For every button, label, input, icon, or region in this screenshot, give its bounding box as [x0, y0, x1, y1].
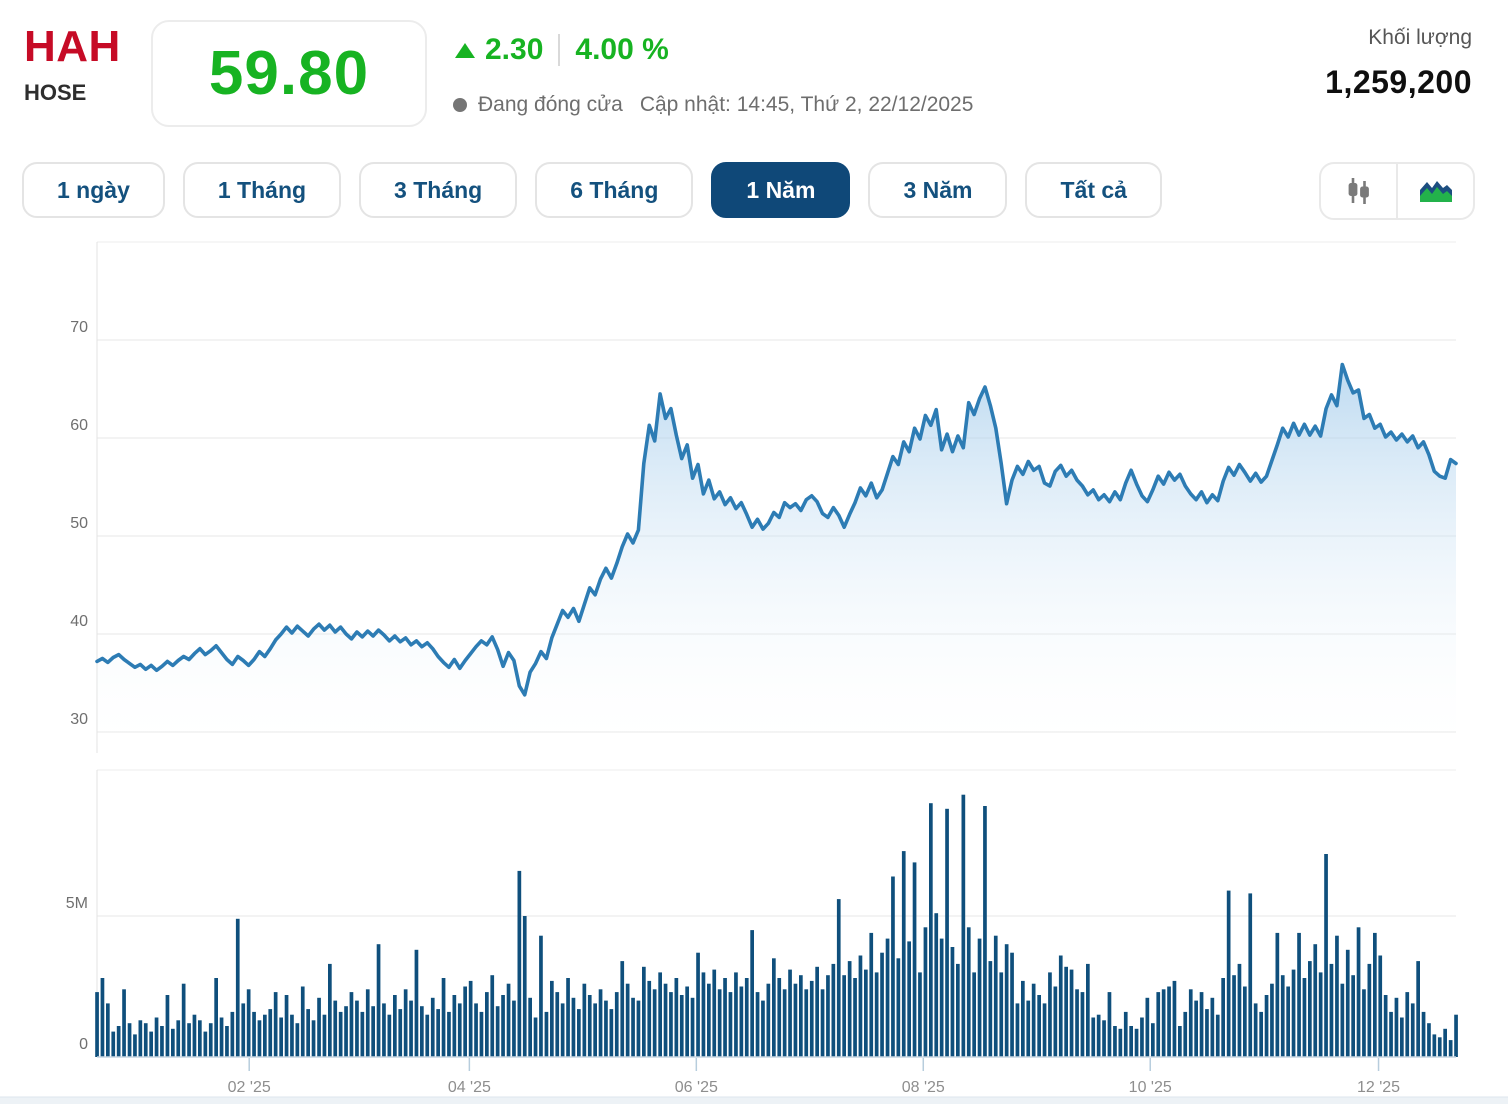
candlestick-chart-button[interactable] [1321, 164, 1396, 218]
range-button-3[interactable]: 6 Tháng [535, 162, 694, 218]
exchange-name: HOSE [24, 80, 87, 105]
price-change-row: 2.30 4.00 % [455, 33, 669, 67]
candlestick-icon [1348, 178, 1369, 204]
range-button-4[interactable]: 1 Năm [711, 162, 851, 218]
last-updated-text: Cập nhật: 14:45, Thứ 2, 22/12/2025 [639, 93, 974, 116]
svg-text:06 '25: 06 '25 [675, 1079, 718, 1096]
svg-text:02 '25: 02 '25 [228, 1079, 271, 1096]
last-price: 59.80 [208, 39, 370, 108]
up-triangle-icon [455, 42, 475, 58]
range-button-6[interactable]: Tất cả [1025, 162, 1162, 218]
range-selector: 1 ngày 1 Tháng 3 Tháng 6 Tháng 1 Năm 3 Năm Tất… [22, 162, 1162, 218]
range-button-0[interactable]: 1 ngày [22, 162, 165, 218]
svg-text:10 '25: 10 '25 [1129, 1079, 1172, 1096]
chart-type-toggle [1319, 162, 1475, 220]
market-status-text: Đang đóng cửa [478, 93, 623, 116]
price-change: 2.30 [485, 33, 544, 66]
market-status-row: Đang đóng cửa Cập nhật: 14:45, Thứ 2, 22… [453, 93, 973, 117]
svg-text:04 '25: 04 '25 [448, 1079, 491, 1096]
svg-text:12 '25: 12 '25 [1357, 1079, 1400, 1096]
range-button-2[interactable]: 3 Tháng [359, 162, 518, 218]
volume-value: 1,259,200 [1325, 64, 1472, 100]
svg-text:0: 0 [79, 1036, 88, 1053]
range-button-5[interactable]: 3 Năm [868, 162, 1008, 218]
svg-text:08 '25: 08 '25 [902, 1079, 945, 1096]
ticker-symbol: HAH [24, 22, 121, 71]
price-change-percent: 4.00 % [575, 33, 669, 66]
svg-text:5M: 5M [66, 895, 88, 912]
range-button-1[interactable]: 1 Tháng [182, 162, 342, 218]
svg-text:40: 40 [70, 613, 88, 630]
svg-text:50: 50 [70, 515, 88, 532]
svg-text:60: 60 [70, 417, 88, 434]
svg-text:70: 70 [70, 319, 88, 336]
svg-text:30: 30 [70, 711, 88, 728]
change-divider [558, 34, 561, 66]
volume-block: Khối lượng 1,259,200 [1325, 26, 1472, 101]
ticker-block: HAH HOSE [24, 22, 121, 106]
area-chart-button[interactable] [1398, 164, 1473, 218]
toggle-divider [1396, 164, 1398, 218]
market-status-dot-icon [453, 98, 467, 112]
area-chart-icon [1419, 181, 1452, 202]
volume-label: Khối lượng [1368, 26, 1472, 49]
last-price-box: 59.80 [151, 20, 427, 127]
